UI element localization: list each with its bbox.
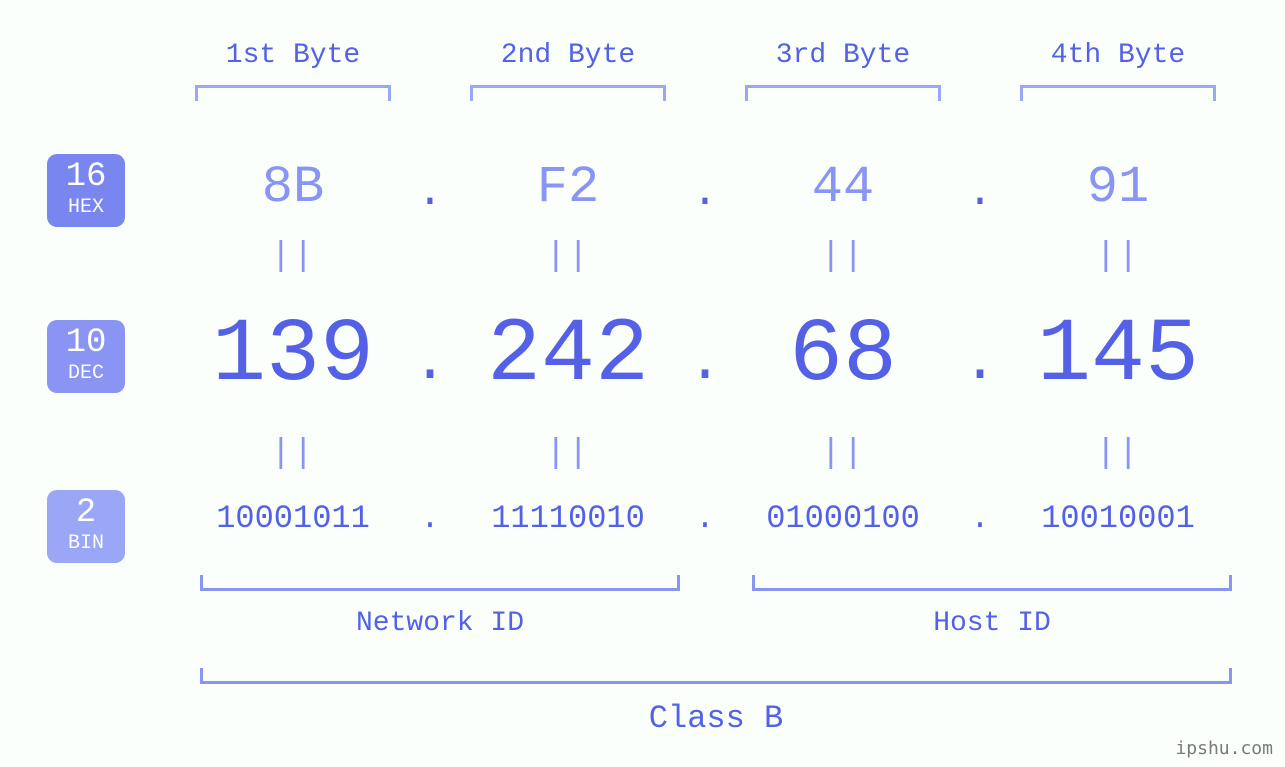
hex-dot-2: . bbox=[685, 168, 725, 218]
top-bracket-1 bbox=[195, 85, 391, 101]
hex-byte-2: F2 bbox=[453, 158, 683, 217]
eq-hex-dec-1: || bbox=[263, 238, 323, 276]
eq-dec-bin-1: || bbox=[263, 435, 323, 473]
byte-label-2: 2nd Byte bbox=[468, 40, 668, 71]
eq-dec-bin-4: || bbox=[1088, 435, 1148, 473]
dec-byte-4: 145 bbox=[993, 305, 1243, 407]
byte-label-4: 4th Byte bbox=[1018, 40, 1218, 71]
dec-byte-3: 68 bbox=[718, 305, 968, 407]
host-id-label: Host ID bbox=[752, 608, 1232, 639]
bin-dot-1: . bbox=[410, 500, 450, 537]
hex-dot-1: . bbox=[410, 168, 450, 218]
hex-badge: 16 HEX bbox=[47, 154, 125, 227]
dec-badge-num: 10 bbox=[47, 326, 125, 362]
bin-badge-label: BIN bbox=[47, 532, 125, 555]
bin-badge-num: 2 bbox=[47, 496, 125, 532]
ip-diagram: { "colors": { "primary": "#5461e6", "lig… bbox=[0, 0, 1285, 767]
dec-byte-2: 242 bbox=[443, 305, 693, 407]
hex-badge-num: 16 bbox=[47, 160, 125, 196]
bin-byte-4: 10010001 bbox=[993, 500, 1243, 537]
watermark: ipshu.com bbox=[1175, 738, 1273, 759]
dec-badge: 10 DEC bbox=[47, 320, 125, 393]
eq-dec-bin-3: || bbox=[813, 435, 873, 473]
bin-byte-2: 11110010 bbox=[443, 500, 693, 537]
bin-byte-1: 10001011 bbox=[168, 500, 418, 537]
bin-dot-3: . bbox=[960, 500, 1000, 537]
top-bracket-4 bbox=[1020, 85, 1216, 101]
host-bracket bbox=[752, 575, 1232, 591]
network-bracket bbox=[200, 575, 680, 591]
dec-dot-2: . bbox=[685, 331, 725, 396]
class-bracket bbox=[200, 668, 1232, 684]
class-label: Class B bbox=[200, 700, 1232, 737]
dec-dot-1: . bbox=[410, 331, 450, 396]
eq-dec-bin-2: || bbox=[538, 435, 598, 473]
byte-label-3: 3rd Byte bbox=[743, 40, 943, 71]
hex-byte-4: 91 bbox=[1003, 158, 1233, 217]
eq-hex-dec-3: || bbox=[813, 238, 873, 276]
dec-dot-3: . bbox=[960, 331, 1000, 396]
dec-byte-1: 139 bbox=[168, 305, 418, 407]
hex-byte-1: 8B bbox=[178, 158, 408, 217]
hex-badge-label: HEX bbox=[47, 196, 125, 219]
byte-label-1: 1st Byte bbox=[193, 40, 393, 71]
hex-byte-3: 44 bbox=[728, 158, 958, 217]
top-bracket-3 bbox=[745, 85, 941, 101]
bin-badge: 2 BIN bbox=[47, 490, 125, 563]
eq-hex-dec-4: || bbox=[1088, 238, 1148, 276]
bin-dot-2: . bbox=[685, 500, 725, 537]
top-bracket-2 bbox=[470, 85, 666, 101]
dec-badge-label: DEC bbox=[47, 362, 125, 385]
network-id-label: Network ID bbox=[200, 608, 680, 639]
eq-hex-dec-2: || bbox=[538, 238, 598, 276]
bin-byte-3: 01000100 bbox=[718, 500, 968, 537]
hex-dot-3: . bbox=[960, 168, 1000, 218]
